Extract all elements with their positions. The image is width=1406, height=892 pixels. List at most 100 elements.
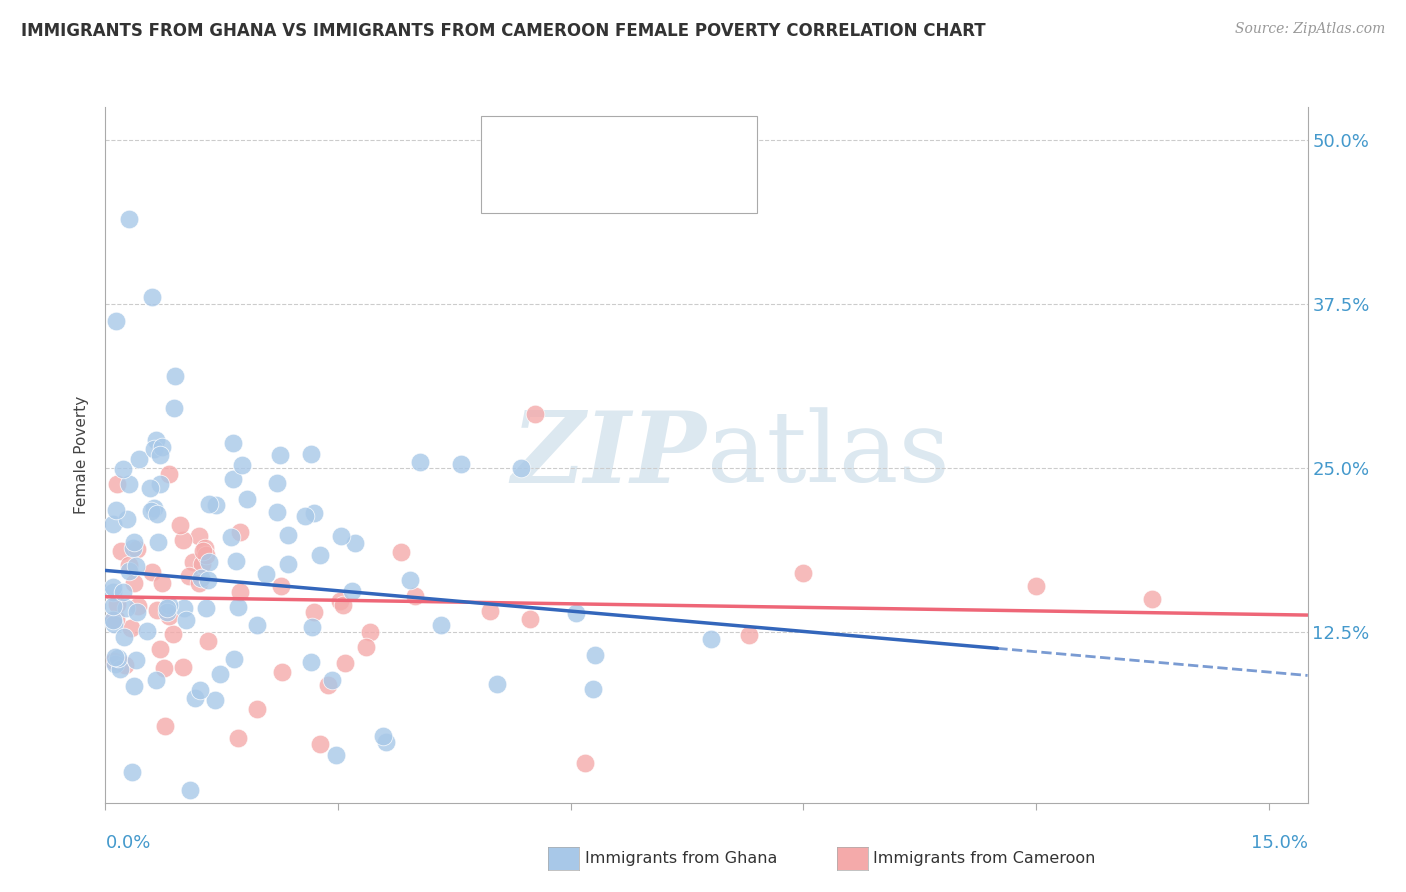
Point <box>359 624 381 639</box>
Point <box>105 476 128 491</box>
Point <box>375 735 398 749</box>
Point <box>115 601 138 615</box>
Point <box>118 564 141 578</box>
Point <box>125 653 148 667</box>
Point <box>177 569 200 583</box>
Point <box>302 506 325 520</box>
Point <box>198 555 221 569</box>
Text: 15.0%: 15.0% <box>1250 834 1308 852</box>
Point <box>204 693 226 707</box>
Point <box>156 600 179 615</box>
Point <box>149 449 172 463</box>
Point <box>105 597 128 611</box>
Point <box>221 436 243 450</box>
Point <box>103 585 125 599</box>
Point <box>209 667 232 681</box>
Point <box>172 533 194 547</box>
Point <box>108 662 131 676</box>
Point <box>141 290 163 304</box>
Point <box>142 442 165 457</box>
Point <box>136 624 159 638</box>
Point <box>120 621 142 635</box>
Text: Immigrants from Ghana: Immigrants from Ghana <box>585 851 778 865</box>
Point <box>270 665 292 680</box>
Point <box>190 683 212 698</box>
Point <box>128 452 150 467</box>
Point <box>404 589 426 603</box>
Point <box>125 605 148 619</box>
Point <box>519 612 541 626</box>
Point <box>277 527 299 541</box>
Point <box>125 558 148 573</box>
Point <box>699 632 721 647</box>
Point <box>111 585 134 599</box>
Point <box>205 498 228 512</box>
Point <box>197 497 219 511</box>
Point <box>269 448 291 462</box>
Point <box>332 599 354 613</box>
Point <box>104 612 127 626</box>
Point <box>299 447 322 461</box>
Point <box>738 628 761 642</box>
Point <box>118 211 141 226</box>
Point <box>157 609 180 624</box>
Point <box>103 654 125 668</box>
Point <box>409 455 432 469</box>
Point <box>333 657 356 671</box>
Point <box>450 458 472 472</box>
Point <box>157 598 180 612</box>
Point <box>103 613 125 627</box>
Point <box>173 660 195 674</box>
Point <box>356 640 378 654</box>
Point <box>229 584 252 599</box>
Point <box>122 541 145 555</box>
Point <box>142 501 165 516</box>
Point <box>219 530 242 544</box>
Point <box>195 600 218 615</box>
Point <box>371 730 394 744</box>
Point <box>309 548 332 562</box>
Text: Immigrants from Cameroon: Immigrants from Cameroon <box>873 851 1095 865</box>
Point <box>146 507 169 521</box>
Point <box>150 575 173 590</box>
Text: IMMIGRANTS FROM GHANA VS IMMIGRANTS FROM CAMEROON FEMALE POVERTY CORRELATION CHA: IMMIGRANTS FROM GHANA VS IMMIGRANTS FROM… <box>21 22 986 40</box>
Point <box>103 581 125 595</box>
Point <box>340 584 363 599</box>
Point <box>343 536 366 550</box>
Point <box>582 682 605 697</box>
Point <box>574 756 596 770</box>
Point <box>222 652 245 666</box>
Point <box>141 503 163 517</box>
Point <box>156 605 179 619</box>
Point <box>105 314 128 328</box>
Point <box>321 673 343 688</box>
Point <box>105 503 128 517</box>
Point <box>191 544 214 558</box>
Point <box>246 618 269 632</box>
Point <box>486 676 509 690</box>
Point <box>103 599 125 614</box>
Point <box>107 651 129 665</box>
Point <box>103 616 125 631</box>
Text: 0.0%: 0.0% <box>105 834 150 852</box>
Point <box>138 481 160 495</box>
Point <box>429 618 451 632</box>
Point <box>146 534 169 549</box>
Point <box>110 544 132 558</box>
Point <box>266 475 288 490</box>
Point <box>103 614 125 628</box>
Point <box>228 731 250 745</box>
Point <box>149 641 172 656</box>
Point <box>523 407 546 421</box>
Point <box>115 512 138 526</box>
Point <box>165 369 187 384</box>
Point <box>509 461 531 475</box>
Point <box>114 658 136 673</box>
Point <box>125 541 148 556</box>
Point <box>179 782 201 797</box>
Point <box>191 558 214 572</box>
Point <box>236 492 259 507</box>
Text: R =  -0.075   N = 57: R = -0.075 N = 57 <box>540 181 723 199</box>
Point <box>197 573 219 587</box>
Point <box>1142 592 1164 607</box>
